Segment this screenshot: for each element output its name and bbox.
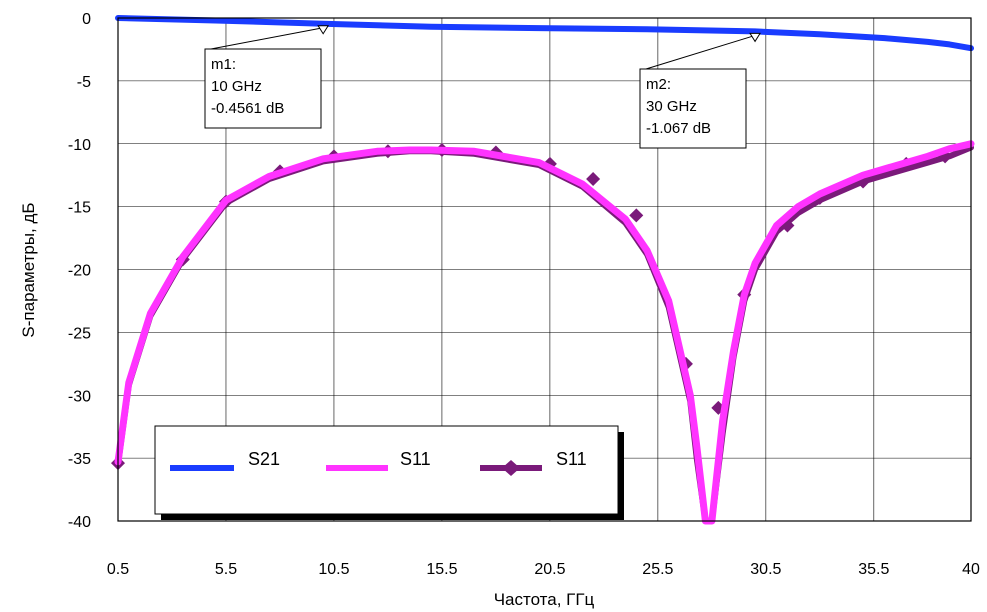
marker-triangle: [749, 32, 761, 43]
y-tick-label: -30: [68, 388, 91, 405]
x-tick-label: 35.5: [858, 561, 889, 578]
marker-triangle: [317, 25, 330, 35]
y-tick-label: -35: [68, 451, 91, 468]
y-tick-label: 0: [82, 11, 91, 28]
y-tick-label: -25: [68, 325, 91, 342]
x-tick-label: 5.5: [215, 561, 237, 578]
marker-leader-line: [210, 27, 324, 50]
x-tick-label: 20.5: [534, 561, 565, 578]
series-layer: [111, 15, 975, 525]
y-tick-label: -5: [77, 74, 91, 91]
x-tick-label: 30.5: [750, 561, 781, 578]
marker-text-line-2: -0.4561 dB: [211, 100, 284, 117]
marker-text-line-1: 30 GHz: [646, 98, 697, 115]
marker-annotations: m1: 10 GHz -0.4561 dB m2: 30 GHz -1.067 dB: [204, 25, 761, 149]
y-tick-label: -40: [68, 514, 91, 531]
y-tick-label: -20: [68, 263, 91, 280]
plot-frame: [117, 17, 972, 522]
series-line-s21-0: [115, 15, 974, 52]
y-tick-label: -15: [68, 200, 91, 217]
x-tick-label: 10.5: [318, 561, 349, 578]
x-tick-label: 40: [962, 561, 980, 578]
y-tick-label: -10: [68, 137, 91, 154]
legend-diamond-marker: [502, 460, 520, 476]
y-tick-labels: 0 -5 -10 -15 -20 -25 -30 -35 -40: [68, 11, 91, 531]
marker-box: [639, 68, 747, 149]
x-tick-label: 25.5: [642, 561, 673, 578]
marker-leader-line: [645, 34, 756, 70]
x-tick-label: 0.5: [107, 561, 129, 578]
marker-text-line-2: -1.067 dB: [646, 120, 711, 137]
legend-label-s11-measured: S11: [556, 449, 587, 469]
x-tick-label: 15.5: [426, 561, 457, 578]
marker-text-line-0: m2:: [646, 76, 671, 93]
legend-label-s11-simulated: S11: [400, 449, 431, 469]
x-axis-title: Частота, ГГц: [494, 590, 595, 609]
data-point-diamond: [629, 208, 644, 223]
marker-box: [204, 48, 322, 129]
marker-text-line-0: m1:: [211, 56, 236, 73]
data-point-diamond: [586, 171, 601, 186]
legend: S21 S11 S11: [154, 425, 624, 520]
marker-text-line-1: 10 GHz: [211, 78, 262, 95]
x-tick-labels: 0.5 5.5 10.5 15.5 20.5 25.5 30.5 35.5 40: [107, 561, 980, 578]
y-axis-title: S-параметры, дБ: [19, 202, 38, 337]
series-line-s11-1: [114, 140, 975, 525]
legend-label-s21: S21: [248, 449, 280, 469]
